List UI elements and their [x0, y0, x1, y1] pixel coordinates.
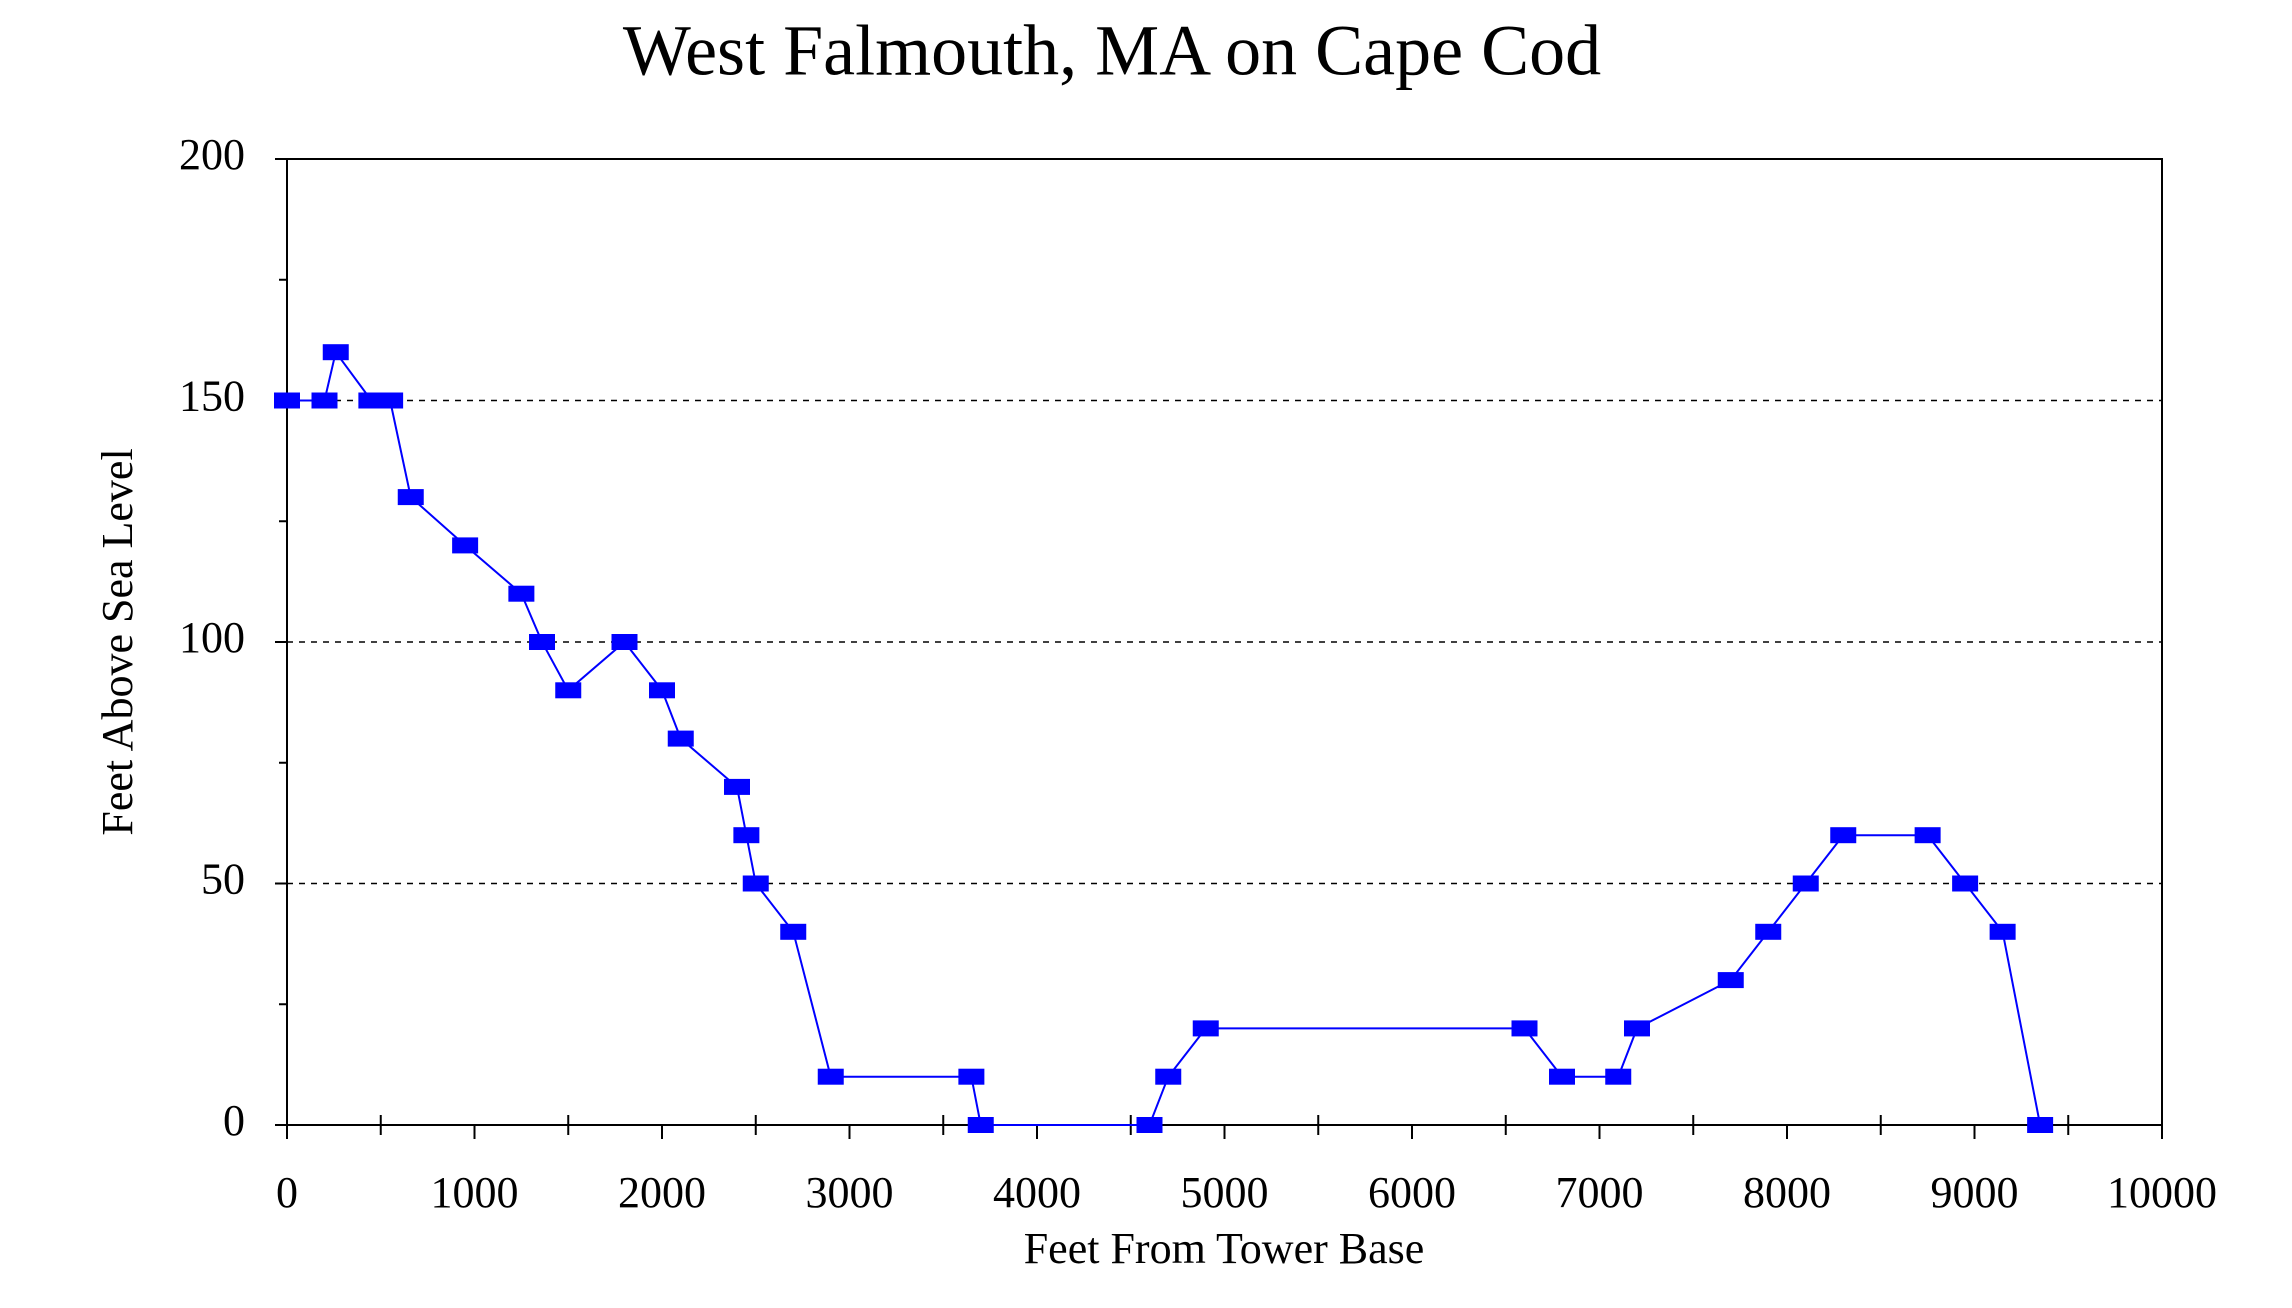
point-marker: [1136, 1117, 1163, 1133]
point-marker: [2027, 1117, 2054, 1133]
x-tick-label: 2000: [618, 1168, 706, 1217]
point-marker: [1792, 875, 1819, 892]
point-marker: [1717, 972, 1744, 989]
y-tick-label: 200: [179, 130, 245, 179]
point-marker: [667, 730, 694, 747]
point-marker: [508, 585, 535, 602]
y-tick-label: 0: [223, 1096, 245, 1145]
point-marker: [322, 344, 349, 361]
x-tick-label: 3000: [806, 1168, 894, 1217]
point-marker: [967, 1117, 994, 1133]
x-tick-label: 10000: [2107, 1168, 2217, 1217]
point-marker: [452, 537, 479, 554]
point-marker: [780, 923, 807, 940]
plot-frame: [286, 158, 2163, 1126]
point-marker: [1755, 923, 1782, 940]
x-tick-label: 4000: [993, 1168, 1081, 1217]
chart-title: West Falmouth, MA on Cape Cod: [623, 11, 1601, 91]
point-marker: [529, 634, 555, 650]
point-marker: [555, 682, 582, 699]
point-marker: [742, 875, 769, 892]
point-marker: [311, 392, 338, 409]
point-marker: [649, 682, 675, 699]
point-marker: [733, 827, 760, 844]
x-tick-label: 7000: [1556, 1168, 1644, 1217]
point-marker: [724, 778, 750, 795]
point-marker: [1989, 923, 2016, 940]
x-tick-label: 9000: [1931, 1168, 2019, 1217]
point-marker: [1952, 875, 1979, 892]
point-marker: [817, 1068, 844, 1085]
point-marker: [1605, 1068, 1632, 1085]
series-line: [287, 349, 2042, 1126]
x-axis-label: Feet From Tower Base: [1024, 1224, 1425, 1273]
point-marker: [1155, 1068, 1182, 1085]
point-marker: [397, 489, 424, 506]
x-tick-label: 8000: [1743, 1168, 1831, 1217]
x-tick-label: 0: [276, 1168, 298, 1217]
y-tick-label: 50: [201, 855, 245, 904]
point-marker: [274, 392, 300, 409]
y-axis-label: Feet Above Sea Level: [93, 448, 142, 835]
x-tick-label: 1000: [431, 1168, 519, 1217]
point-marker: [1549, 1068, 1575, 1085]
point-marker: [377, 392, 404, 409]
point-marker: [958, 1068, 985, 1085]
point-marker: [611, 634, 638, 650]
point-marker: [1192, 1020, 1219, 1037]
point-marker: [1830, 827, 1857, 844]
point-marker: [1914, 827, 1941, 844]
x-tick-label: 5000: [1181, 1168, 1269, 1217]
point-marker: [1624, 1020, 1650, 1037]
x-tick-label: 6000: [1368, 1168, 1456, 1217]
y-tick-label: 150: [179, 372, 245, 421]
y-tick-label: 100: [179, 613, 245, 662]
point-marker: [1511, 1020, 1538, 1037]
